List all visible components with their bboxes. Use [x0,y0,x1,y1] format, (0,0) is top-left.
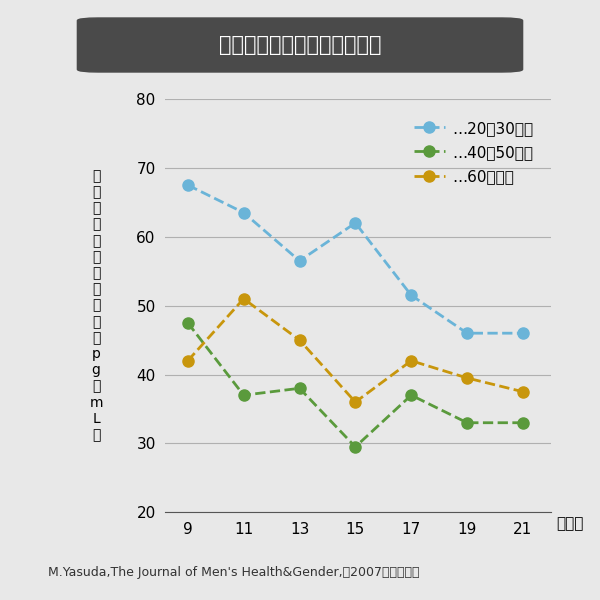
FancyBboxPatch shape [77,18,523,72]
Text: M.Yasuda,The Journal of Men's Health&Gender,（2007）より改変: M.Yasuda,The Journal of Men's Health&Gen… [48,566,419,579]
Text: （時）: （時） [556,516,584,531]
Legend: …20〜30歳代, …40〜50歳代, …60歳以上: …20〜30歳代, …40〜50歳代, …60歳以上 [408,115,539,191]
Text: 唾
液
中
テ
ス
ト
ス
テ
ロ
ン
（
p
g
／
m
L
）: 唾 液 中 テ ス ト ス テ ロ ン （ p g ／ m L ） [89,169,103,442]
Text: 年代別、テストステロンの量: 年代別、テストステロンの量 [219,35,381,55]
